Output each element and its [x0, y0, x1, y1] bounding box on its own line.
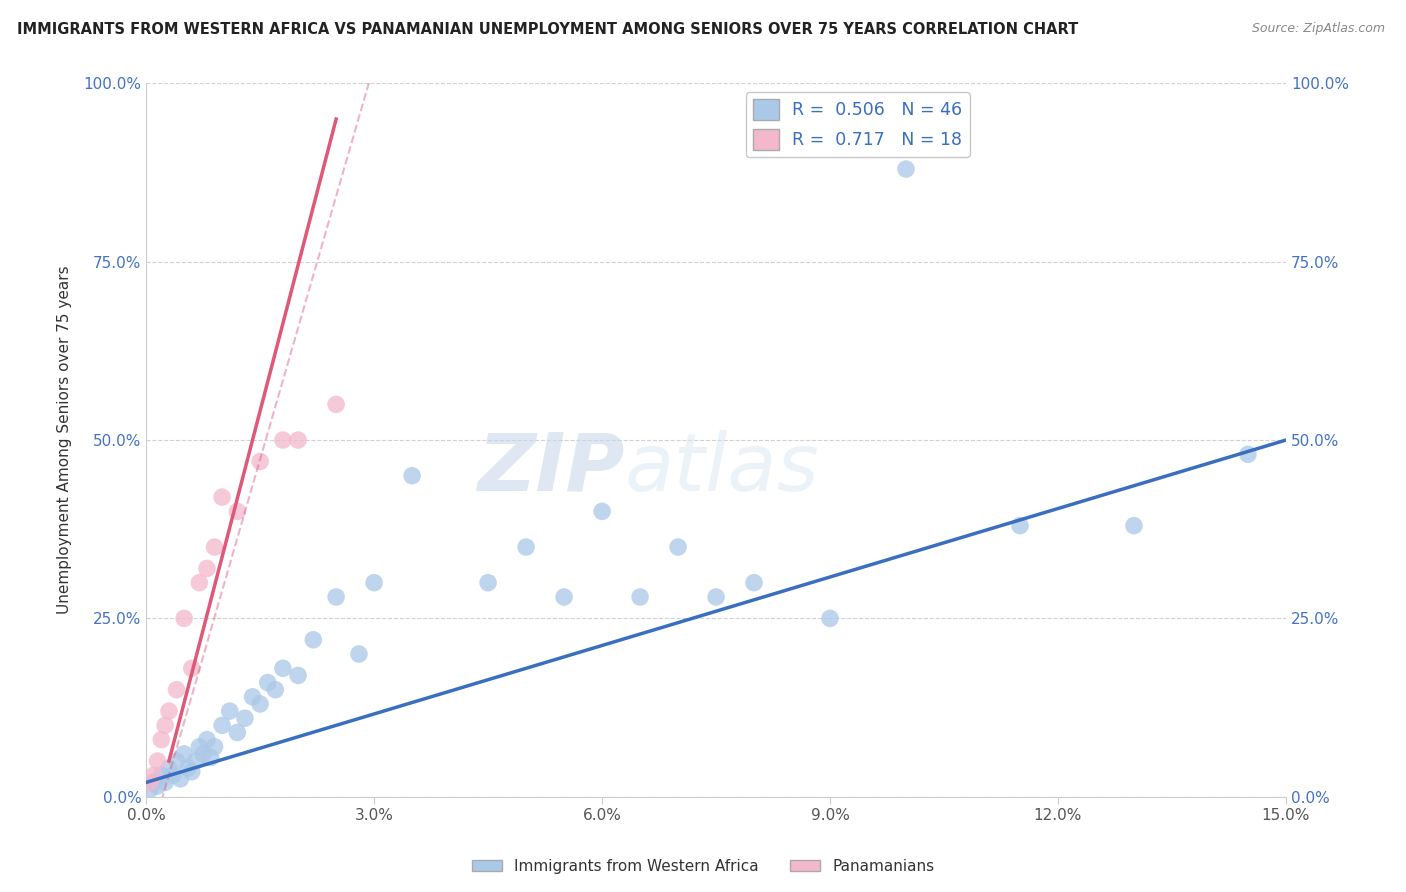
Point: [166, 754, 188, 768]
Point: [157, 704, 180, 718]
Point: [704, 590, 727, 604]
Legend: R =  0.506   N = 46, R =  0.717   N = 18: R = 0.506 N = 46, R = 0.717 N = 18: [745, 92, 970, 157]
Point: [211, 490, 233, 504]
Text: ZIP: ZIP: [478, 430, 624, 508]
Point: [195, 732, 218, 747]
Point: [628, 590, 651, 604]
Point: [173, 747, 195, 761]
Point: [142, 768, 165, 782]
Point: [226, 504, 249, 518]
Point: [188, 575, 211, 590]
Point: [150, 732, 173, 747]
Point: [169, 772, 191, 786]
Point: [139, 782, 162, 797]
Point: [153, 775, 176, 789]
Point: [218, 704, 240, 718]
Point: [347, 647, 370, 661]
Point: [233, 711, 256, 725]
Point: [200, 750, 222, 764]
Point: [180, 764, 202, 779]
Point: [242, 690, 264, 704]
Point: [153, 718, 176, 732]
Point: [166, 682, 188, 697]
Point: [150, 768, 173, 782]
Text: IMMIGRANTS FROM WESTERN AFRICA VS PANAMANIAN UNEMPLOYMENT AMONG SENIORS OVER 75 : IMMIGRANTS FROM WESTERN AFRICA VS PANAMA…: [17, 22, 1078, 37]
Point: [162, 768, 184, 782]
Point: [211, 718, 233, 732]
Text: Source: ZipAtlas.com: Source: ZipAtlas.com: [1251, 22, 1385, 36]
Point: [271, 433, 294, 447]
Y-axis label: Unemployment Among Seniors over 75 years: Unemployment Among Seniors over 75 years: [58, 266, 72, 615]
Point: [666, 540, 689, 554]
Point: [249, 697, 271, 711]
Point: [287, 433, 309, 447]
Point: [325, 397, 347, 411]
Point: [591, 504, 613, 518]
Point: [1123, 518, 1146, 533]
Point: [195, 561, 218, 575]
Point: [302, 632, 325, 647]
Point: [204, 540, 226, 554]
Point: [1237, 447, 1260, 461]
Point: [553, 590, 575, 604]
Point: [139, 775, 162, 789]
Point: [226, 725, 249, 739]
Point: [177, 761, 200, 775]
Point: [264, 682, 287, 697]
Point: [180, 661, 202, 675]
Point: [191, 747, 214, 761]
Point: [188, 739, 211, 754]
Point: [818, 611, 841, 625]
Point: [515, 540, 537, 554]
Point: [477, 575, 499, 590]
Point: [157, 761, 180, 775]
Point: [142, 775, 165, 789]
Point: [742, 575, 765, 590]
Point: [1008, 518, 1031, 533]
Legend: Immigrants from Western Africa, Panamanians: Immigrants from Western Africa, Panamani…: [465, 853, 941, 880]
Point: [271, 661, 294, 675]
Text: atlas: atlas: [624, 430, 820, 508]
Point: [287, 668, 309, 682]
Point: [894, 161, 917, 176]
Point: [401, 468, 423, 483]
Point: [363, 575, 385, 590]
Point: [184, 754, 207, 768]
Point: [146, 754, 169, 768]
Point: [256, 675, 278, 690]
Point: [146, 779, 169, 793]
Point: [249, 454, 271, 468]
Point: [204, 739, 226, 754]
Point: [325, 590, 347, 604]
Point: [173, 611, 195, 625]
